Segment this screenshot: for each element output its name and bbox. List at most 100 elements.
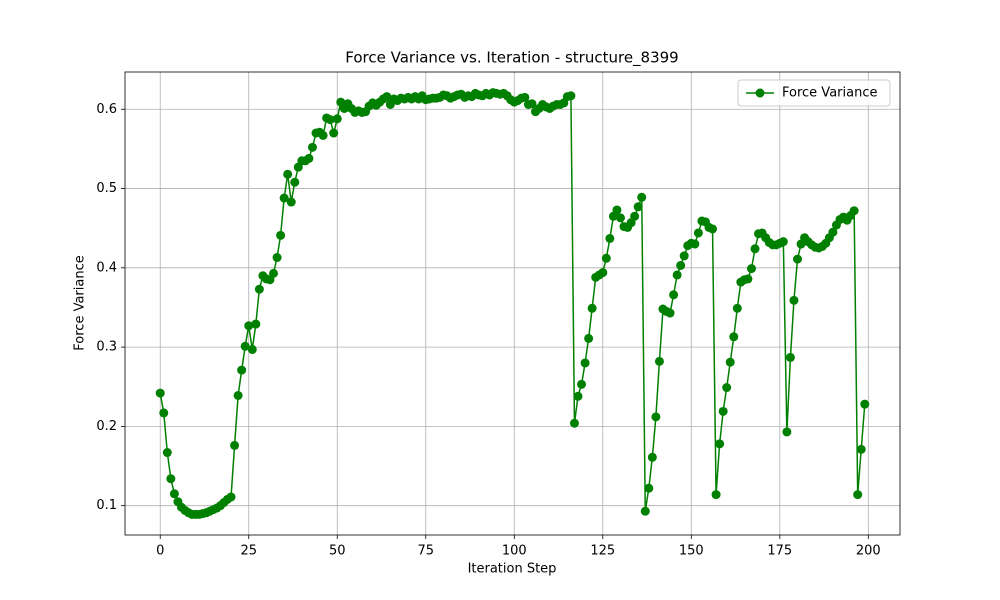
y-tick-label: 0.5 — [96, 181, 117, 196]
x-tick-label: 100 — [502, 544, 527, 559]
data-point — [283, 169, 293, 179]
data-point — [630, 211, 640, 221]
data-point — [789, 295, 799, 305]
data-point — [162, 448, 172, 458]
data-point — [672, 270, 682, 280]
y-tick-label: 0.3 — [96, 340, 117, 355]
x-tick-label: 25 — [240, 544, 257, 559]
data-point — [527, 99, 537, 109]
x-tick-label: 50 — [329, 544, 346, 559]
x-tick-label: 75 — [417, 544, 434, 559]
data-point — [159, 408, 169, 418]
data-point — [598, 268, 608, 278]
data-point — [279, 193, 289, 203]
data-point — [669, 290, 679, 300]
data-point — [860, 399, 870, 409]
data-point — [729, 332, 739, 342]
data-point — [732, 303, 742, 313]
data-point — [718, 406, 728, 416]
y-axis-label: Force Variance — [73, 255, 88, 350]
y-tick-label: 0.1 — [96, 498, 117, 513]
data-point — [785, 352, 795, 362]
data-point — [169, 489, 179, 499]
data-point — [325, 115, 335, 125]
x-tick-label: 175 — [767, 544, 792, 559]
data-point — [654, 356, 664, 366]
data-point — [569, 418, 579, 428]
data-point — [782, 427, 792, 437]
data-point — [605, 233, 615, 243]
x-axis-label: Iteration Step — [468, 562, 557, 577]
data-point — [577, 379, 587, 389]
y-tick-label: 0.4 — [96, 260, 117, 275]
chart-title: Force Variance vs. Iteration - structure… — [345, 49, 678, 68]
data-point — [290, 177, 300, 187]
data-point — [640, 506, 650, 516]
data-point — [233, 390, 243, 400]
data-point — [240, 341, 250, 351]
data-point — [849, 206, 859, 216]
data-point — [651, 412, 661, 422]
legend-box — [737, 79, 891, 107]
data-point — [247, 344, 257, 354]
data-point — [715, 439, 725, 449]
data-point — [573, 391, 583, 401]
legend-label: Force Variance — [782, 86, 877, 101]
data-point — [693, 228, 703, 238]
data-point — [828, 227, 838, 237]
data-point — [722, 383, 732, 393]
data-point — [711, 490, 721, 500]
data-point — [690, 239, 700, 249]
x-tick-label: 150 — [679, 544, 704, 559]
data-point — [584, 333, 594, 343]
data-point — [382, 92, 392, 102]
y-tick-label: 0.6 — [96, 102, 117, 117]
data-point — [304, 153, 314, 163]
data-point — [853, 490, 863, 500]
data-point — [254, 284, 264, 294]
data-point — [601, 253, 611, 263]
data-point — [166, 474, 176, 484]
data-point — [778, 237, 788, 247]
x-tick-label: 0 — [156, 544, 164, 559]
data-point — [743, 274, 753, 284]
x-tick-label: 200 — [856, 544, 881, 559]
data-point — [647, 452, 657, 462]
data-point — [307, 142, 317, 152]
data-point — [230, 440, 240, 450]
series-line — [159, 91, 866, 516]
data-point — [587, 303, 597, 313]
x-tick-label: 125 — [590, 544, 615, 559]
data-point — [708, 224, 718, 234]
data-point — [612, 205, 622, 215]
data-point — [750, 244, 760, 254]
data-point — [665, 308, 675, 318]
data-point — [318, 130, 328, 140]
data-point — [332, 114, 342, 124]
y-tick-label: 0.2 — [96, 419, 117, 434]
data-point — [676, 260, 686, 270]
data-point — [244, 321, 254, 331]
data-point — [615, 213, 625, 223]
plot-frame — [124, 71, 901, 536]
data-point — [155, 388, 165, 398]
data-point — [793, 254, 803, 264]
data-point — [251, 319, 261, 329]
data-point — [633, 202, 643, 212]
data-point — [679, 251, 689, 261]
data-point — [520, 92, 530, 102]
data-point — [566, 91, 576, 101]
data-point — [226, 492, 236, 502]
data-point — [329, 128, 339, 138]
data-point — [286, 197, 296, 207]
data-point — [746, 264, 756, 274]
data-point — [237, 365, 247, 375]
legend-marker — [755, 88, 765, 98]
data-point — [725, 357, 735, 367]
data-point — [269, 268, 279, 278]
data-point — [272, 253, 282, 263]
data-point — [644, 483, 654, 493]
data-point — [276, 230, 286, 240]
data-point — [637, 192, 647, 202]
